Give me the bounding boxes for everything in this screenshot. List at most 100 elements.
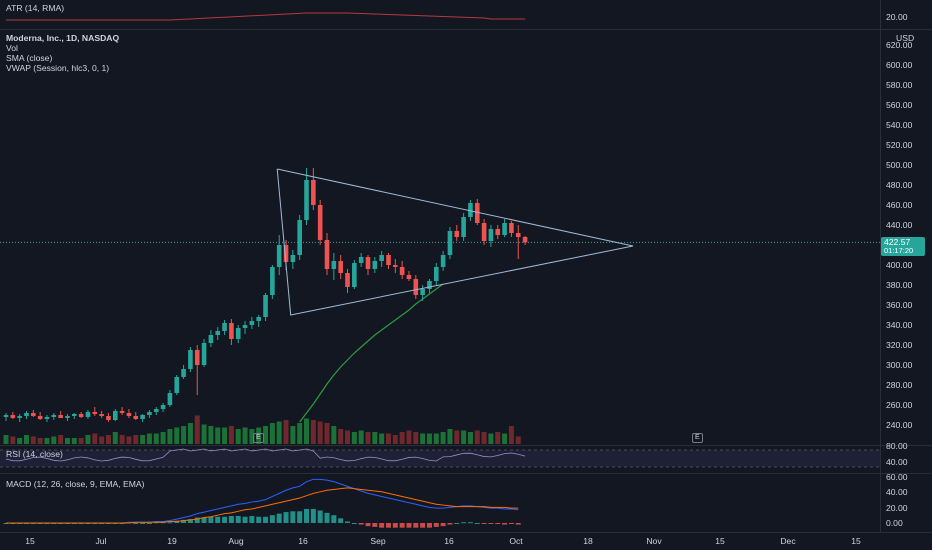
candle-body	[413, 279, 419, 295]
candle-body	[461, 217, 466, 237]
last-price-value: 422.57	[884, 237, 911, 247]
atr-pane[interactable]	[0, 0, 880, 29]
indicator-volume-label[interactable]: Vol	[6, 43, 18, 53]
pane-separator[interactable]	[0, 473, 932, 474]
volume-bar	[153, 433, 159, 444]
candle-body	[311, 180, 316, 205]
candle-body	[133, 416, 139, 419]
macd-histogram-bar	[290, 511, 296, 523]
volume-bar	[78, 438, 84, 444]
symbol-title[interactable]: Moderna, Inc., 1D, NASDAQ	[6, 33, 120, 43]
indicator-sma-label[interactable]: SMA (close)	[6, 53, 53, 63]
macd-histogram-bar	[297, 511, 303, 523]
volume-bar	[181, 426, 187, 444]
signal-line	[6, 487, 519, 524]
candle-body	[3, 415, 9, 417]
indicator-vwap-label[interactable]: VWAP (Session, hlc3, 0, 1)	[6, 63, 110, 73]
pane-separator[interactable]	[0, 445, 932, 446]
macd-tick-0: 0.00	[886, 518, 903, 528]
price-tick: 240.00	[886, 420, 913, 430]
earnings-marker[interactable]: E	[253, 433, 264, 443]
currency-label[interactable]: USD	[896, 33, 915, 43]
rsi-label[interactable]: RSI (14, close)	[6, 449, 63, 459]
candle-body	[433, 267, 439, 281]
candle-body	[297, 220, 302, 255]
macd-histogram-bar	[317, 510, 323, 523]
atr-label[interactable]: ATR (14, RMA)	[6, 3, 65, 13]
candle-body	[352, 263, 357, 287]
macd-histogram-bar	[331, 515, 337, 523]
candle-body	[92, 412, 98, 414]
pane-separator[interactable]	[0, 29, 932, 30]
macd-histogram-bar	[467, 522, 473, 524]
candle-body	[468, 203, 473, 217]
volume-bar	[324, 423, 330, 444]
price-pane[interactable]	[0, 30, 880, 445]
candle-body	[78, 414, 84, 417]
volume-bar	[488, 433, 494, 444]
candle-body	[153, 409, 159, 412]
volume-bar	[515, 436, 521, 444]
candle-body	[242, 325, 248, 328]
candle-body	[235, 328, 241, 339]
volume-bar	[194, 415, 200, 444]
price-tick: 520.00	[886, 140, 913, 150]
pane-separator[interactable]	[0, 532, 932, 533]
volume-bar	[51, 436, 57, 444]
candle-body	[263, 295, 268, 317]
candle-body	[72, 414, 77, 416]
candle-body	[406, 275, 412, 279]
macd-label[interactable]: MACD (12, 26, close, 9, EMA, EMA)	[6, 479, 145, 489]
macd-histogram-bar	[488, 523, 494, 524]
volume-bar	[3, 435, 9, 444]
volume-bar	[379, 433, 385, 444]
countdown-timer: 01:17:20	[884, 246, 914, 255]
rsi-pane[interactable]	[0, 446, 880, 473]
macd-histogram-bar	[392, 523, 398, 528]
volume-bar	[23, 435, 29, 444]
macd-histogram-bar	[433, 523, 439, 527]
price-tick: 480.00	[886, 180, 913, 190]
rsi-tick-40: 40.00	[886, 457, 908, 467]
macd-histogram-bar	[420, 523, 426, 528]
macd-histogram-bar	[228, 515, 234, 523]
volume-bar	[160, 432, 166, 444]
candle-body	[338, 261, 343, 273]
macd-histogram-bar	[440, 523, 446, 527]
volume-bar	[331, 426, 337, 444]
candle-body	[44, 417, 50, 419]
candle-body	[365, 257, 371, 269]
earnings-marker[interactable]: E	[692, 433, 703, 443]
price-tick: 580.00	[886, 80, 913, 90]
volume-bar	[167, 429, 173, 444]
candle-body	[474, 203, 480, 223]
candle-body	[58, 415, 63, 418]
price-tick: 300.00	[886, 360, 913, 370]
candle-body	[386, 255, 391, 265]
volume-bar	[133, 435, 139, 444]
candle-body	[440, 255, 446, 267]
volume-bar	[345, 430, 350, 444]
time-tick: 19	[167, 536, 177, 546]
volume-bar	[228, 426, 234, 444]
volume-bar	[99, 436, 105, 444]
macd-tick-40: 40.00	[886, 487, 908, 497]
time-tick: 15	[715, 536, 725, 546]
candle-body	[509, 223, 514, 233]
price-tick: 260.00	[886, 400, 913, 410]
macd-histogram-bar	[208, 516, 214, 523]
volume-bar	[474, 430, 480, 444]
time-tick: 18	[583, 536, 593, 546]
volume-bar	[126, 436, 132, 444]
volume-bar	[201, 424, 207, 444]
time-tick: Jul	[95, 536, 107, 546]
macd-histogram-bar	[235, 515, 241, 523]
volume-bar	[222, 427, 228, 444]
volume-bar	[317, 421, 323, 444]
candle-body	[106, 416, 111, 420]
candle-body	[393, 265, 398, 267]
macd-histogram-bar	[399, 523, 405, 528]
volume-bar	[297, 423, 303, 444]
volume-bar	[64, 438, 70, 444]
